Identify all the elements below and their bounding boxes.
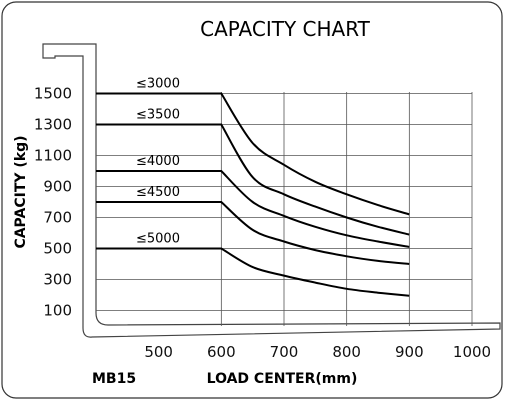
grid [96,92,473,326]
series-label: ≤3500 [136,108,180,123]
y-tick-label: 1500 [34,85,72,103]
y-tick-label: 300 [43,271,72,289]
x-tick-label: 500 [144,343,173,361]
series-line [96,170,410,248]
y-axis-label: CAPACITY (kg) [13,135,29,248]
y-tick-label: 100 [43,302,72,320]
model-label: MB15 [92,371,136,387]
series-label: ≤4000 [136,154,180,169]
x-tick-label: 1000 [453,343,491,361]
x-axis-label: LOAD CENTER(mm) [207,371,358,387]
series-label: ≤4500 [136,185,180,200]
series-line [96,201,410,265]
series-label: ≤3000 [136,77,180,92]
y-tick-label: 500 [43,240,72,258]
x-tick-labels: 500 600 700 800 900 1000 [144,343,491,361]
x-tick-label: 800 [332,343,361,361]
y-tick-label: 900 [43,178,72,196]
y-tick-label: 1300 [34,116,72,134]
series-group: ≤3000 ≤3500 ≤4000 ≤4500 ≤5000 [96,77,410,297]
x-tick-label: 700 [270,343,299,361]
x-tick-label: 600 [207,343,236,361]
fork-outline [42,43,501,338]
y-tick-labels: 100 300 500 700 900 1100 1300 1500 [34,85,72,320]
chart-title: CAPACITY CHART [200,17,371,41]
series-label: ≤5000 [136,232,180,247]
y-tick-label: 1100 [34,147,72,165]
x-tick-label: 900 [395,343,424,361]
series-line [96,123,410,236]
series-line [96,247,410,297]
y-tick-label: 700 [43,209,72,227]
series-line [96,92,410,216]
